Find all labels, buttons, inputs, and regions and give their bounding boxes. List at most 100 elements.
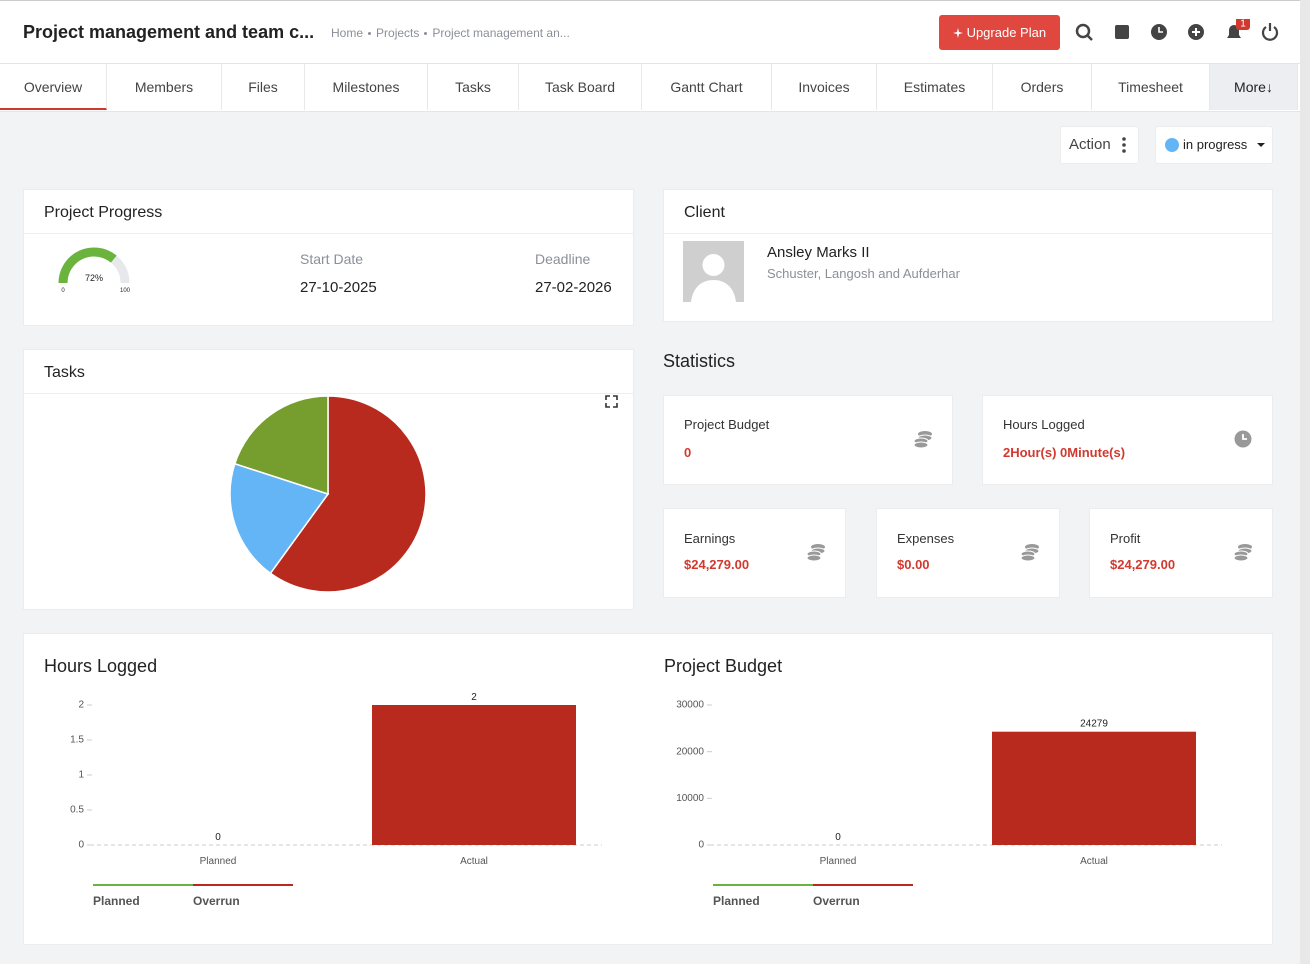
upgrade-button[interactable]: Upgrade Plan [939, 15, 1060, 50]
badge [1236, 19, 1250, 30]
caret [1257, 143, 1265, 151]
y-tick-label: 1 [78, 770, 84, 781]
clock-icon[interactable] [1151, 24, 1167, 40]
gauge-tick-label: 100 [120, 288, 131, 294]
y-tick-label: 1.5 [70, 735, 84, 746]
start-date: 27-10-2025 [300, 279, 377, 296]
notes-icon[interactable] [1115, 25, 1129, 39]
stat-value: $24,279.00 [1110, 557, 1176, 572]
tab[interactable]: More↓ [1210, 64, 1298, 110]
tab[interactable]: Orders [993, 64, 1092, 110]
tab[interactable]: Timesheet [1092, 64, 1210, 110]
coins-icon [1020, 544, 1040, 562]
deadline-label: Deadline [535, 251, 591, 267]
search-icon[interactable] [1075, 23, 1093, 41]
y-tick-label: 20000 [676, 746, 704, 757]
tab[interactable]: Milestones [305, 64, 428, 110]
project-title: Project management and team c... [23, 22, 315, 42]
badge-count: 1 [1240, 19, 1246, 30]
y-tick-label: 2 [78, 700, 84, 711]
chart-title: Hours Logged [44, 656, 158, 676]
stat-value: 2Hour(s) 0Minute(s) [1003, 445, 1126, 460]
add-icon[interactable] [1188, 24, 1204, 40]
sparkle-icon [952, 28, 963, 38]
card-title: Client [684, 204, 725, 221]
stat-card: Profit $24,279.00 [1089, 508, 1273, 598]
stat-value: $0.00 [897, 557, 930, 572]
y-tick-label: 0 [698, 840, 704, 851]
clock-icon [1234, 430, 1252, 448]
pie-slice [233, 395, 329, 496]
legend-label: Overrun [193, 894, 240, 908]
tab[interactable]: Invoices [772, 64, 877, 110]
header-icons: 1 [1075, 19, 1279, 41]
status-label: in progress [1183, 137, 1248, 152]
tab[interactable]: Files [222, 64, 305, 110]
status-dot [1165, 138, 1179, 152]
crumb[interactable]: Home [331, 26, 364, 40]
card-title: Project Progress [44, 204, 163, 221]
chart-title: Project Budget [664, 656, 783, 676]
client-card: Client Ansley Marks II Schuster, Langosh… [663, 189, 1273, 322]
pie-slice [229, 462, 330, 575]
kebab-icon [1122, 137, 1126, 153]
legend-label: Overrun [813, 894, 860, 908]
coins-icon [806, 544, 826, 562]
data-label: 24279 [1080, 719, 1108, 730]
stat-card: Hours Logged 2Hour(s) 0Minute(s) [982, 395, 1273, 485]
avatar [683, 241, 744, 302]
client-name: Ansley Marks II [767, 244, 870, 261]
scrollbar [1300, 0, 1310, 964]
stat-label: Earnings [684, 531, 736, 546]
deadline-date: 27-02-2026 [535, 279, 612, 296]
coins-icon [1233, 544, 1253, 562]
bar [372, 705, 576, 845]
client-company: Schuster, Langosh and Aufderhar [767, 266, 960, 281]
status-dropdown[interactable]: in progress [1155, 126, 1273, 164]
stat-value: $24,279.00 [684, 557, 750, 572]
power-icon[interactable] [1261, 23, 1279, 41]
y-tick-label: 0 [78, 840, 84, 851]
gauge-label: 72% [85, 273, 103, 283]
y-tick-label: 10000 [676, 793, 704, 804]
x-tick-label: Planned [200, 856, 237, 867]
stat-card: Earnings $24,279.00 [663, 508, 846, 598]
tab[interactable]: Members [107, 64, 222, 110]
data-label: 2 [471, 692, 477, 703]
action-label: Action [1069, 136, 1111, 153]
gauge-tick-label: 0 [61, 288, 65, 294]
tab[interactable]: Overview [0, 64, 107, 110]
tab[interactable]: Tasks [428, 64, 519, 110]
tab[interactable]: Estimates [877, 64, 993, 110]
stat-label: Project Budget [684, 417, 770, 432]
data-label: 0 [215, 832, 221, 843]
y-tick-label: 30000 [676, 700, 704, 711]
x-tick-label: Actual [1080, 856, 1108, 867]
upgrade-label: Upgrade Plan [966, 25, 1047, 40]
card-title: Tasks [44, 364, 85, 381]
stat-label: Hours Logged [1003, 417, 1085, 432]
action-button[interactable]: Action [1060, 126, 1139, 164]
gauge-value [58, 247, 117, 284]
breadcrumb: Home Projects Project management an... [331, 26, 570, 40]
stat-card: Expenses $0.00 [876, 508, 1060, 598]
x-tick-label: Planned [820, 856, 857, 867]
fullscreen-icon[interactable] [605, 395, 618, 408]
stat-label: Expenses [897, 531, 955, 546]
crumb[interactable]: Project management an... [432, 26, 570, 40]
stat-label: Profit [1110, 531, 1141, 546]
tab[interactable]: Task Board [519, 64, 642, 110]
section-title: Statistics [663, 351, 736, 371]
top-bar: Project management and team c... Home Pro… [0, 0, 1300, 64]
stat-card: Project Budget 0 [663, 395, 953, 485]
legend-label: Planned [93, 894, 140, 908]
progress-card: Project Progress Start Date 27-10-2025 D… [23, 189, 634, 326]
data-label: 0 [835, 832, 841, 843]
y-tick-label: 0.5 [70, 805, 84, 816]
pie-slice [269, 395, 427, 593]
crumb[interactable]: Projects [376, 26, 420, 40]
tab[interactable]: Gantt Chart [642, 64, 772, 110]
start-label: Start Date [300, 251, 364, 267]
